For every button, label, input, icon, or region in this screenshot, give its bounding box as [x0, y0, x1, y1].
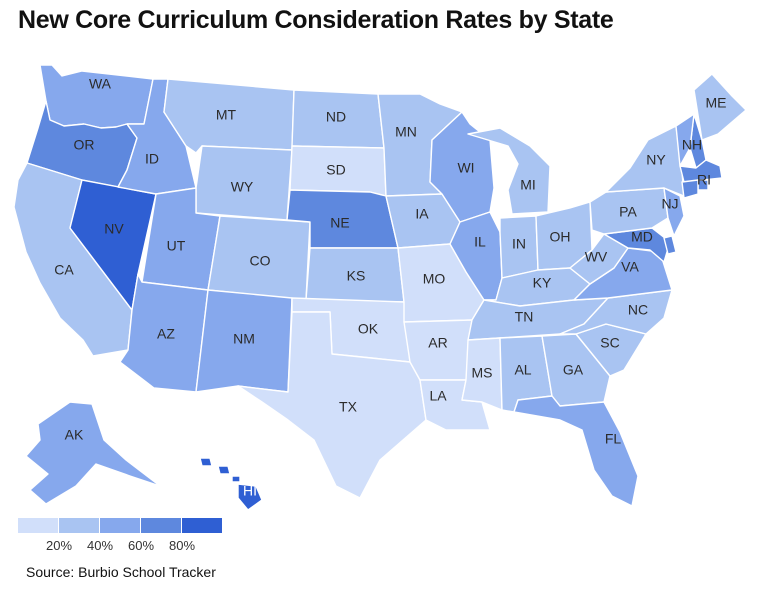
- label-IN: IN: [512, 236, 526, 252]
- label-ND: ND: [326, 109, 346, 125]
- state-HI[interactable]: [199, 457, 263, 511]
- label-NH: NH: [682, 137, 702, 153]
- label-MO: MO: [423, 271, 446, 287]
- label-IA: IA: [415, 206, 429, 222]
- legend-swatch: [141, 518, 181, 533]
- label-WY: WY: [231, 179, 254, 195]
- label-RI: RI: [697, 172, 711, 188]
- legend-tick: 40%: [86, 538, 114, 553]
- source-note: Source: Burbio School Tracker: [26, 564, 216, 580]
- legend-swatch: [100, 518, 140, 533]
- label-SD: SD: [326, 162, 345, 178]
- legend-swatch: [59, 518, 99, 533]
- legend-tick: 80%: [168, 538, 196, 553]
- color-legend: 20% 40% 60% 80%: [18, 518, 224, 553]
- label-LA: LA: [429, 388, 447, 404]
- label-OK: OK: [358, 321, 379, 337]
- label-TN: TN: [515, 309, 534, 325]
- label-KY: KY: [533, 275, 552, 291]
- state-NY[interactable]: [605, 125, 685, 197]
- label-KS: KS: [347, 268, 366, 284]
- label-SC: SC: [600, 335, 619, 351]
- label-CA: CA: [54, 262, 74, 278]
- state-CT[interactable]: [681, 179, 699, 199]
- legend-tick: 20%: [45, 538, 73, 553]
- label-OR: OR: [74, 137, 95, 153]
- label-MD: MD: [631, 229, 653, 245]
- state-NC[interactable]: [559, 289, 673, 335]
- label-NY: NY: [646, 152, 666, 168]
- state-AK[interactable]: [25, 401, 161, 505]
- label-MS: MS: [472, 365, 493, 381]
- label-GA: GA: [563, 362, 584, 378]
- legend-swatch: [18, 518, 58, 533]
- label-NC: NC: [628, 302, 648, 318]
- label-MN: MN: [395, 124, 417, 140]
- label-PA: PA: [619, 204, 637, 220]
- label-FL: FL: [605, 431, 622, 447]
- legend-swatch: [182, 518, 222, 533]
- label-UT: UT: [167, 238, 186, 254]
- state-WA[interactable]: [39, 64, 154, 129]
- state-TX[interactable]: [237, 311, 427, 499]
- label-MI: MI: [520, 177, 536, 193]
- label-NM: NM: [233, 331, 255, 347]
- state-WY[interactable]: [195, 145, 293, 221]
- state-FL[interactable]: [513, 395, 639, 507]
- label-ID: ID: [145, 151, 159, 167]
- state-NJ[interactable]: [663, 187, 685, 237]
- label-ME: ME: [706, 95, 727, 111]
- label-AL: AL: [514, 362, 531, 378]
- state-MI[interactable]: [467, 127, 551, 215]
- label-NJ: NJ: [661, 196, 678, 212]
- label-IL: IL: [474, 234, 486, 250]
- label-WA: WA: [89, 76, 112, 92]
- label-WI: WI: [457, 160, 474, 176]
- label-TX: TX: [339, 399, 358, 415]
- label-CO: CO: [250, 253, 271, 269]
- label-AK: AK: [65, 427, 84, 443]
- label-VA: VA: [621, 259, 639, 275]
- map-title: New Core Curriculum Consideration Rates …: [18, 6, 614, 34]
- label-NE: NE: [330, 215, 349, 231]
- label-MT: MT: [216, 107, 237, 123]
- label-OH: OH: [550, 229, 571, 245]
- state-VT[interactable]: [675, 113, 695, 167]
- label-AZ: AZ: [157, 326, 175, 342]
- label-NV: NV: [104, 221, 124, 237]
- label-AR: AR: [428, 335, 447, 351]
- legend-tick: 60%: [127, 538, 155, 553]
- state-DE[interactable]: [663, 235, 677, 255]
- label-HI: HI: [243, 483, 257, 499]
- label-WV: WV: [585, 249, 608, 265]
- state-WI[interactable]: [429, 111, 495, 223]
